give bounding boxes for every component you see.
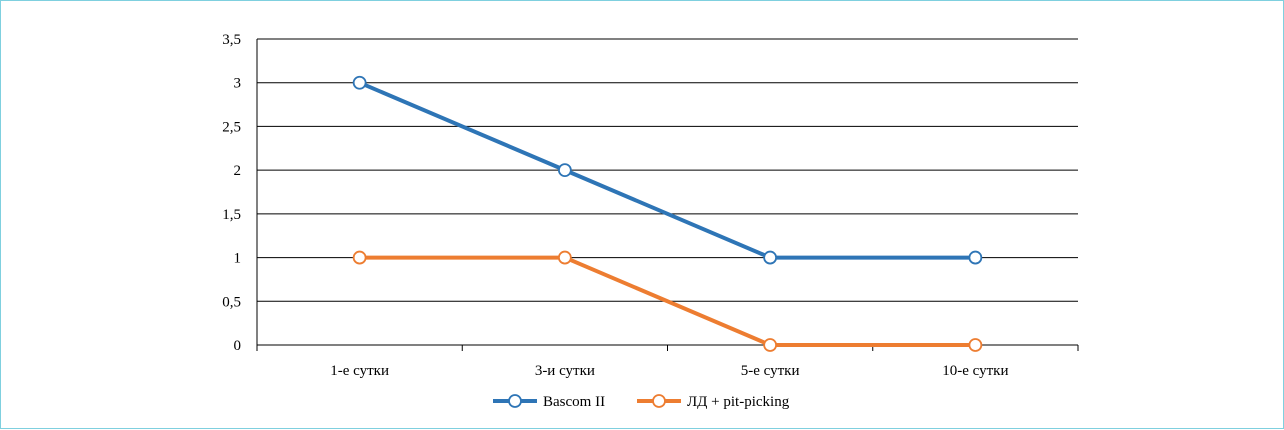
data-point-marker xyxy=(968,338,983,352)
x-axis: 1-е сутки 3-и сутки 5-е сутки 10-е сутки xyxy=(256,345,1079,379)
gridlines xyxy=(257,38,1078,346)
data-point-marker xyxy=(557,250,572,265)
y-tick-label: 3,5 xyxy=(222,32,241,48)
x-tick-label: 5-е сутки xyxy=(741,363,800,379)
y-tick-label: 2,5 xyxy=(222,119,241,135)
y-tick-label: 3 xyxy=(234,76,242,92)
data-point-marker xyxy=(763,338,778,352)
data-point-marker xyxy=(763,250,778,265)
series-layer xyxy=(352,75,983,352)
y-tick-label: 2 xyxy=(234,163,242,179)
y-tick-label: 0,5 xyxy=(222,294,241,310)
data-point-marker xyxy=(352,250,367,265)
y-tick-label: 0 xyxy=(234,338,242,354)
y-tick-label: 1,5 xyxy=(222,207,241,223)
data-point-marker xyxy=(352,75,367,90)
legend-label-1: ЛД + pit-picking xyxy=(687,394,790,410)
series-line-0 xyxy=(358,80,976,260)
legend-marker-1 xyxy=(652,394,666,408)
legend-marker-0 xyxy=(508,394,522,408)
y-tick-label: 1 xyxy=(234,251,242,267)
legend-label-0: Bascom II xyxy=(543,394,605,410)
data-point-marker xyxy=(968,250,983,265)
x-tick-label: 10-е сутки xyxy=(942,363,1008,379)
series-line-1 xyxy=(359,255,976,347)
x-tick-label: 3-и сутки xyxy=(535,363,595,379)
x-tick-label: 1-е сутки xyxy=(330,363,389,379)
y-axis: 0 0,5 1 1,5 2 2,5 3 3,5 xyxy=(222,32,258,354)
legend: Bascom II ЛД + pit-picking xyxy=(493,394,790,410)
data-point-marker xyxy=(557,163,572,178)
